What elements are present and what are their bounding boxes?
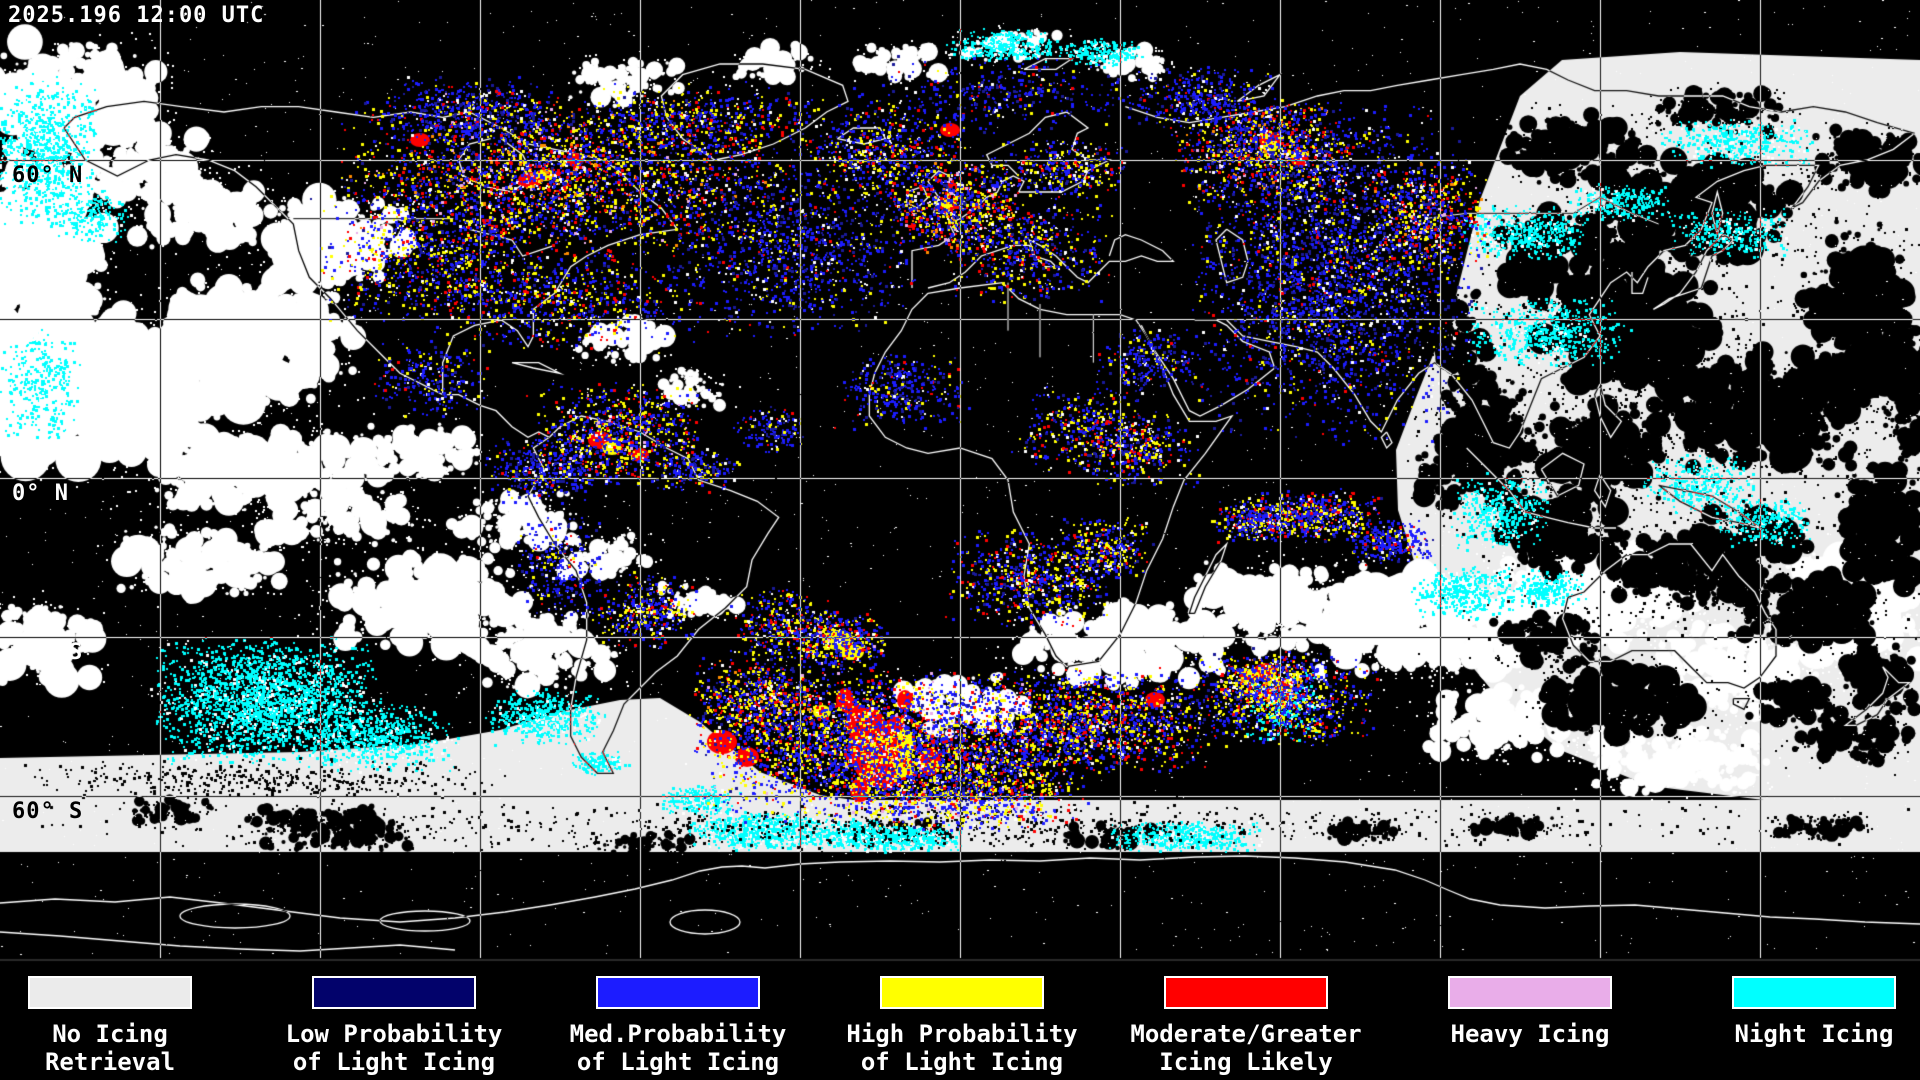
legend-bar: No Icing Retrieval Low Probability of Lig… bbox=[0, 962, 1920, 1080]
legend-label-night: Night Icing bbox=[1734, 1020, 1894, 1048]
legend-label-med-prob: Med.Probability of Light Icing bbox=[569, 1020, 787, 1076]
legend-item-moderate: Moderate/Greater Icing Likely bbox=[1104, 976, 1388, 1076]
world-icing-map-canvas bbox=[0, 0, 1920, 962]
timestamp-label: 2025.196 12:00 UTC bbox=[8, 3, 265, 28]
legend-swatch-no-icing bbox=[28, 976, 192, 1009]
legend-item-med-prob: Med.Probability of Light Icing bbox=[536, 976, 820, 1076]
legend-swatch-heavy bbox=[1448, 976, 1612, 1009]
legend-swatch-med-prob bbox=[596, 976, 760, 1009]
legend-swatch-low-prob bbox=[312, 976, 476, 1009]
lat-label-30s: 30° S bbox=[12, 640, 84, 665]
legend-label-moderate: Moderate/Greater Icing Likely bbox=[1130, 1020, 1362, 1076]
lat-label-30n: 30° N bbox=[12, 322, 84, 347]
legend-label-high-prob: High Probability of Light Icing bbox=[846, 1020, 1078, 1076]
legend-item-low-prob: Low Probability of Light Icing bbox=[252, 976, 536, 1076]
legend-label-no-icing: No Icing Retrieval bbox=[44, 1020, 176, 1076]
legend-label-heavy: Heavy Icing bbox=[1450, 1020, 1610, 1048]
legend-swatch-high-prob bbox=[880, 976, 1044, 1009]
legend-swatch-moderate bbox=[1164, 976, 1328, 1009]
lat-label-0n: 0° N bbox=[12, 481, 69, 506]
legend-item-heavy: Heavy Icing bbox=[1388, 976, 1672, 1048]
lat-label-60n: 60° N bbox=[12, 163, 84, 188]
legend-label-low-prob: Low Probability of Light Icing bbox=[285, 1020, 503, 1076]
legend-item-night: Night Icing bbox=[1672, 976, 1920, 1048]
lat-label-60s: 60° S bbox=[12, 799, 84, 824]
legend-item-high-prob: High Probability of Light Icing bbox=[820, 976, 1104, 1076]
legend-item-no-icing: No Icing Retrieval bbox=[0, 976, 252, 1076]
legend-swatch-night bbox=[1732, 976, 1896, 1009]
